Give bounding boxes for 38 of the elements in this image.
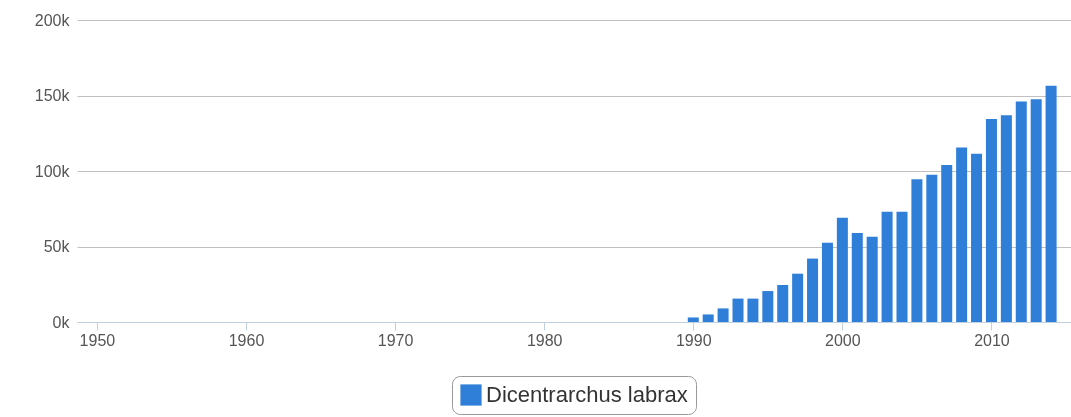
bar	[911, 179, 923, 322]
bar	[926, 174, 938, 322]
bar	[687, 317, 699, 322]
x-tick-label: 2010	[974, 331, 1010, 349]
bar	[717, 308, 729, 322]
x-tick-label: 1970	[377, 331, 414, 349]
bar	[732, 298, 744, 322]
y-tick-label: 200k	[34, 11, 71, 29]
x-tick-label: 1950	[79, 331, 116, 349]
bar	[762, 291, 774, 322]
x-tick-label: 1990	[675, 331, 712, 349]
bar	[851, 232, 863, 322]
bar	[941, 164, 953, 322]
bar	[866, 236, 878, 322]
bar	[792, 273, 804, 322]
bar	[702, 314, 714, 322]
y-tick-label: 50k	[43, 238, 71, 255]
y-tick-label: 100k	[34, 162, 71, 180]
bar	[896, 211, 908, 322]
bar	[1015, 101, 1027, 322]
x-tick-label: 2000	[825, 331, 861, 349]
bar	[1045, 85, 1057, 322]
bar	[1000, 115, 1012, 322]
bar	[836, 217, 848, 322]
bar	[807, 258, 819, 322]
bar	[1030, 99, 1042, 322]
legend-label: Dicentrarchus labrax	[486, 382, 688, 407]
bar	[881, 211, 893, 322]
bar	[821, 242, 833, 322]
bar	[747, 298, 759, 322]
bar	[985, 118, 997, 322]
y-tick-label: 150k	[34, 87, 71, 104]
x-tick-label: 1960	[228, 331, 265, 349]
bar	[971, 153, 983, 322]
bar	[956, 147, 968, 322]
y-tick-label: 0k	[52, 313, 71, 331]
x-tick-label: 1980	[526, 331, 563, 349]
bar	[777, 285, 789, 322]
